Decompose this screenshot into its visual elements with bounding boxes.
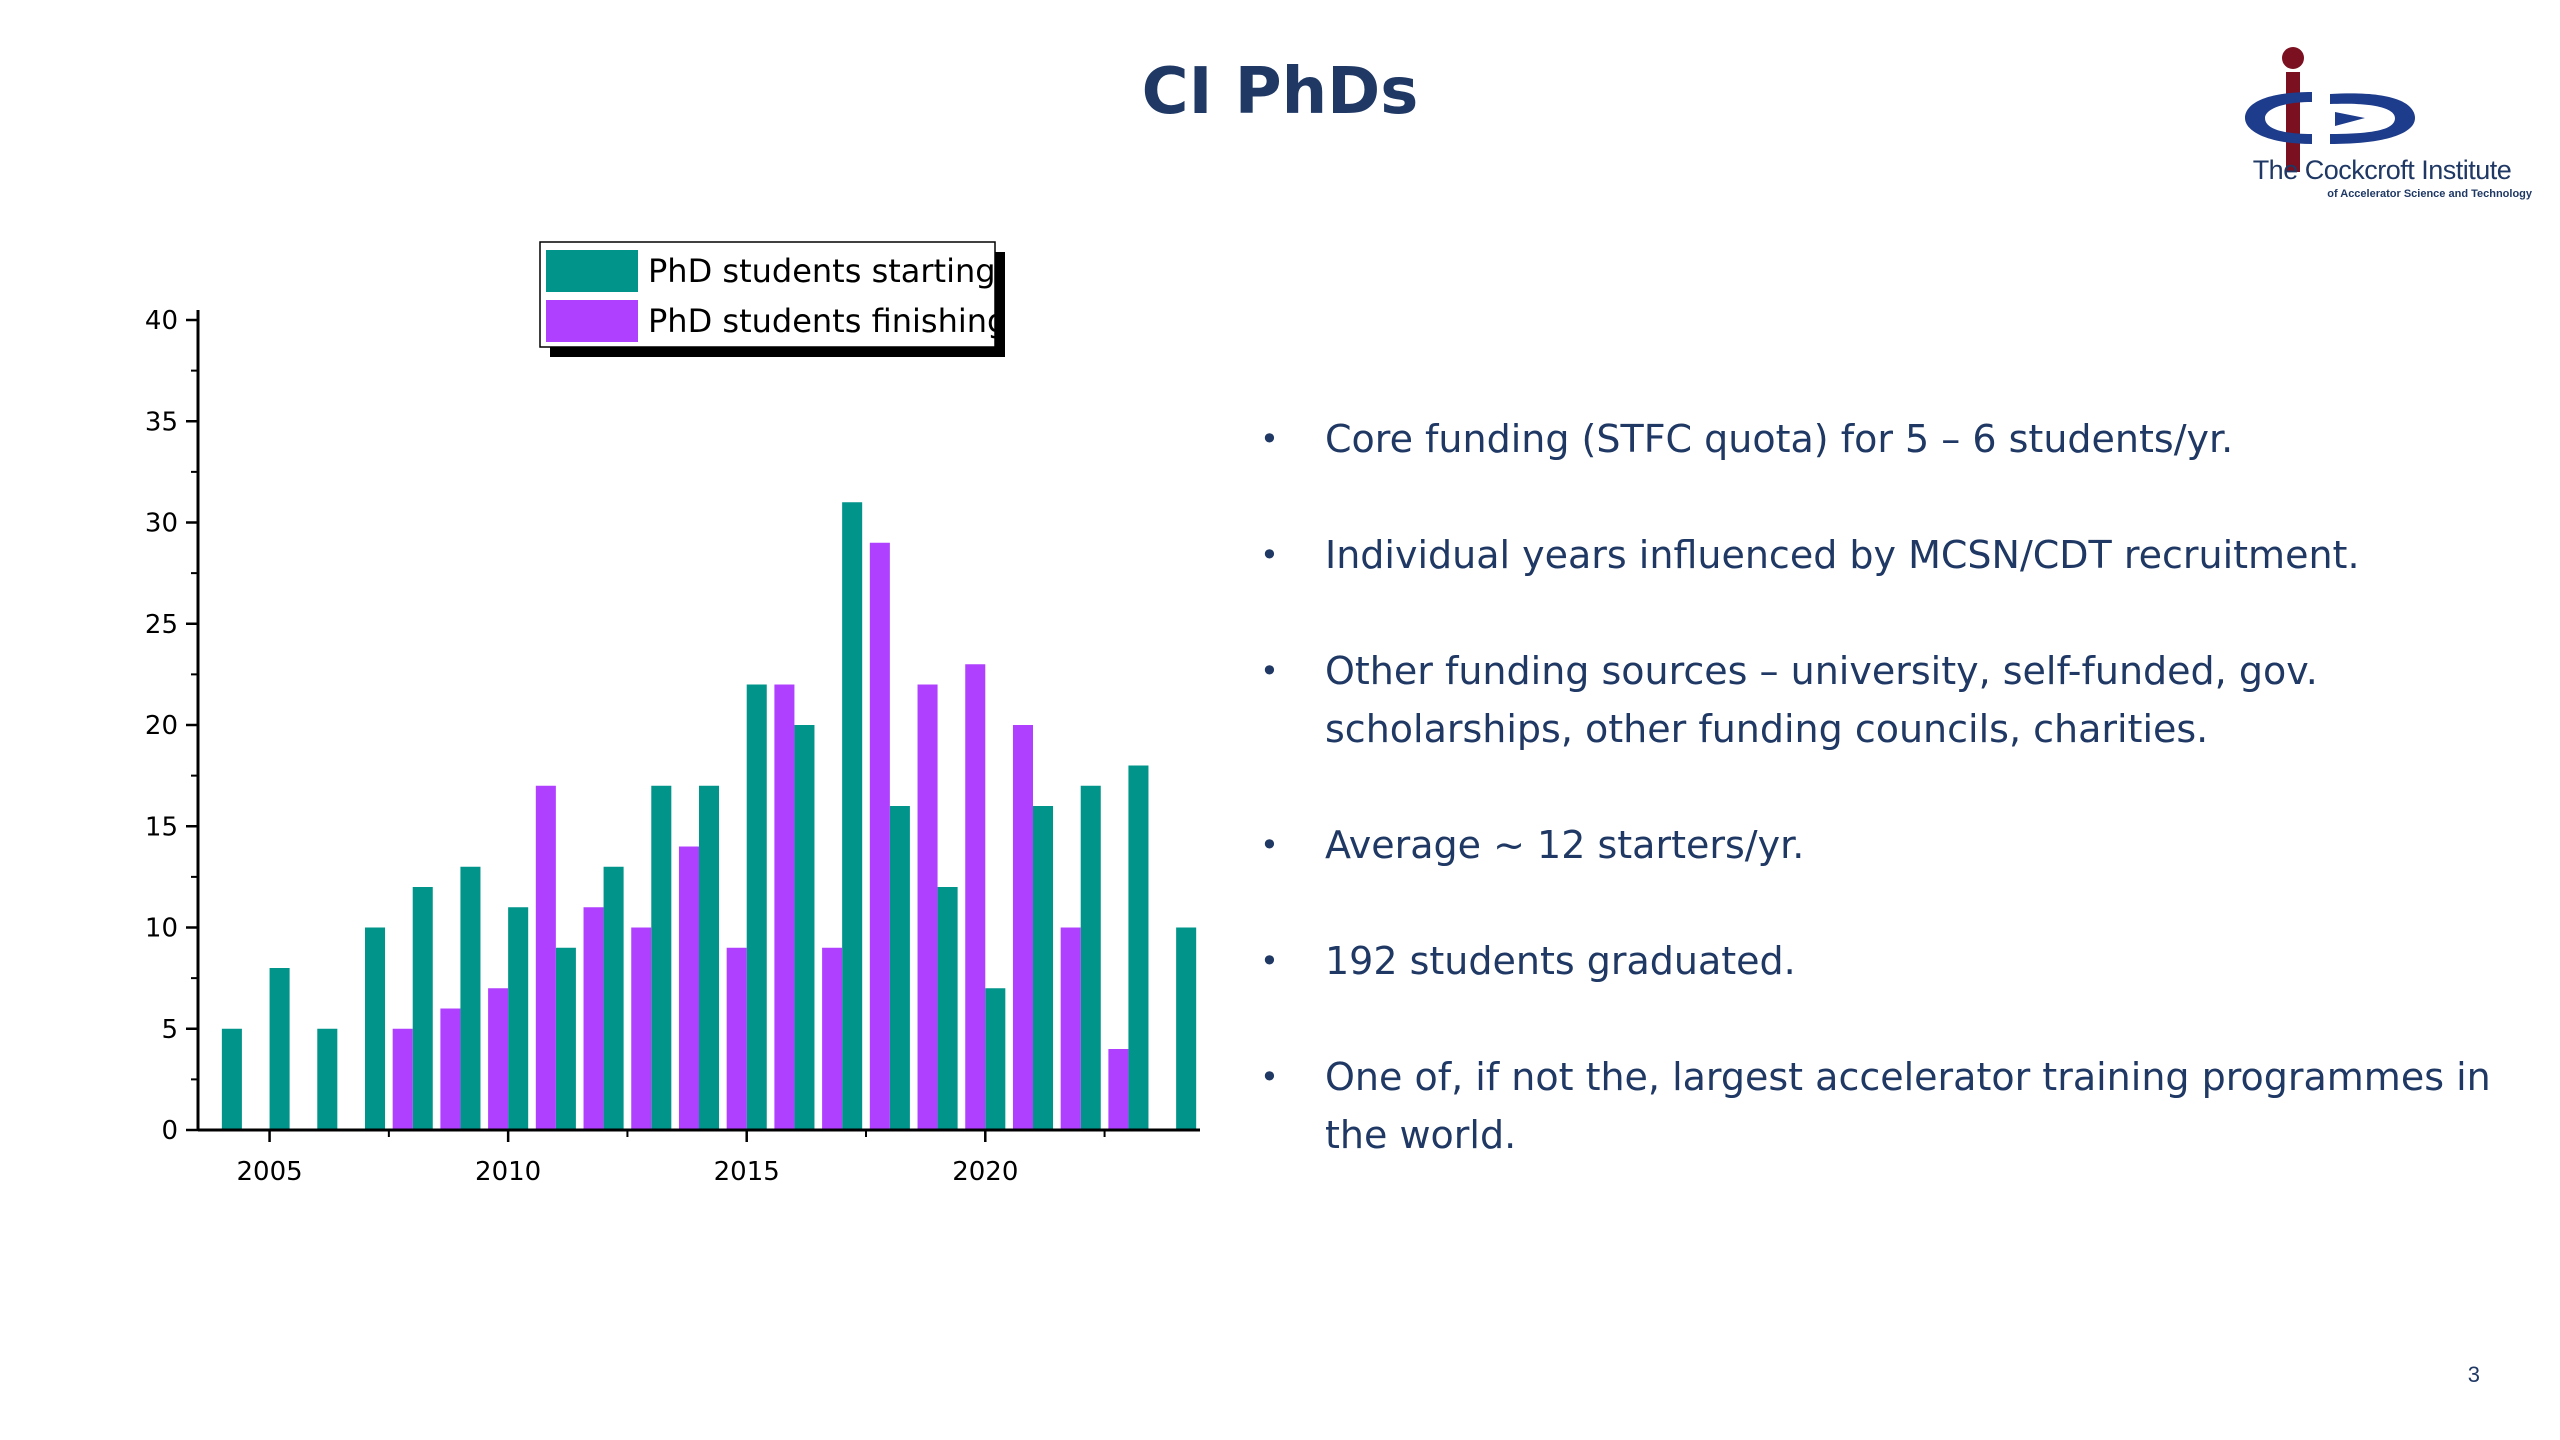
y-tick-label: 20 [145,711,178,741]
bar-starting [842,502,863,1130]
bar-starting [317,1028,338,1130]
bar-finishing [869,542,890,1130]
bar-starting [746,684,767,1130]
bar-starting [1080,785,1101,1130]
bullet-item: Average ~ 12 starters/yr. [1250,816,2510,874]
bar-starting [508,907,529,1130]
bar-finishing [822,947,843,1130]
logo-subtitle: of Accelerator Science and Technology [2327,188,2532,200]
bar-finishing [488,988,509,1130]
bullet-item: Other funding sources – university, self… [1250,642,2510,758]
bar-starting [1176,927,1197,1130]
bullet-list: Core funding (STFC quota) for 5 – 6 stud… [1250,410,2510,1222]
legend-label: PhD students finishing [648,302,1007,340]
bar-starting [699,785,720,1130]
bar-finishing [631,927,652,1130]
logo-dot [2282,47,2304,69]
bullet-item: Individual years influenced by MCSN/CDT … [1250,526,2510,584]
bar-starting [412,887,433,1130]
bar-finishing [1012,725,1033,1130]
x-tick-label: 2010 [475,1157,541,1187]
bar-starting [365,927,386,1130]
slide-title: CI PhDs [1141,55,1419,129]
y-tick-label: 15 [145,812,178,842]
bar-starting [937,887,958,1130]
logo-name: The Cockcroft Institute [2252,155,2512,185]
bar-finishing [774,684,795,1130]
y-tick-label: 10 [145,914,178,944]
bar-starting [460,866,481,1130]
legend-swatch [546,300,638,342]
page-number: 3 [2467,1362,2480,1387]
phd-bar-chart: 0 5 10 15 20 25 30 35 40 2005 2010 2015 2020 PhD stud… [145,241,1200,1187]
bar-finishing [440,1008,461,1130]
y-tick-label: 25 [145,610,178,640]
bar-finishing [392,1028,413,1130]
legend-swatch [546,250,638,292]
bar-finishing [965,664,986,1130]
cockcroft-institute-logo [2245,47,2415,172]
bar-starting [221,1028,242,1130]
bar-finishing [726,947,747,1130]
bar-starting [269,968,290,1130]
bar-finishing [583,907,604,1130]
bullet-item: One of, if not the, largest accelerator … [1250,1048,2510,1164]
y-tick-label: 30 [145,509,178,539]
bar-finishing [917,684,938,1130]
bar-starting [603,866,624,1130]
bullet-item: 192 students graduated. [1250,932,2510,990]
bar-starting [1033,806,1054,1130]
bar-finishing [535,785,556,1130]
bar-starting [889,806,910,1130]
bar-starting [1128,765,1149,1130]
bar-starting [555,947,576,1130]
logo-right-arc [2330,93,2415,144]
y-tick-label: 40 [145,306,178,336]
bar-starting [985,988,1006,1130]
y-tick-label: 0 [161,1116,178,1146]
bar-finishing [1108,1049,1129,1130]
logo-left-arc [2245,92,2312,144]
x-tick-label: 2015 [714,1157,780,1187]
y-tick-label: 5 [161,1015,178,1045]
bar-starting [651,785,672,1130]
bar-finishing [1060,927,1081,1130]
x-tick-label: 2020 [952,1157,1018,1187]
x-tick-label: 2005 [236,1157,302,1187]
bar-starting [794,725,815,1130]
legend-label: PhD students starting [648,252,996,290]
bar-finishing [678,846,699,1130]
bullet-item: Core funding (STFC quota) for 5 – 6 stud… [1250,410,2510,468]
y-tick-label: 35 [145,407,178,437]
logo-arrow [2335,112,2365,126]
